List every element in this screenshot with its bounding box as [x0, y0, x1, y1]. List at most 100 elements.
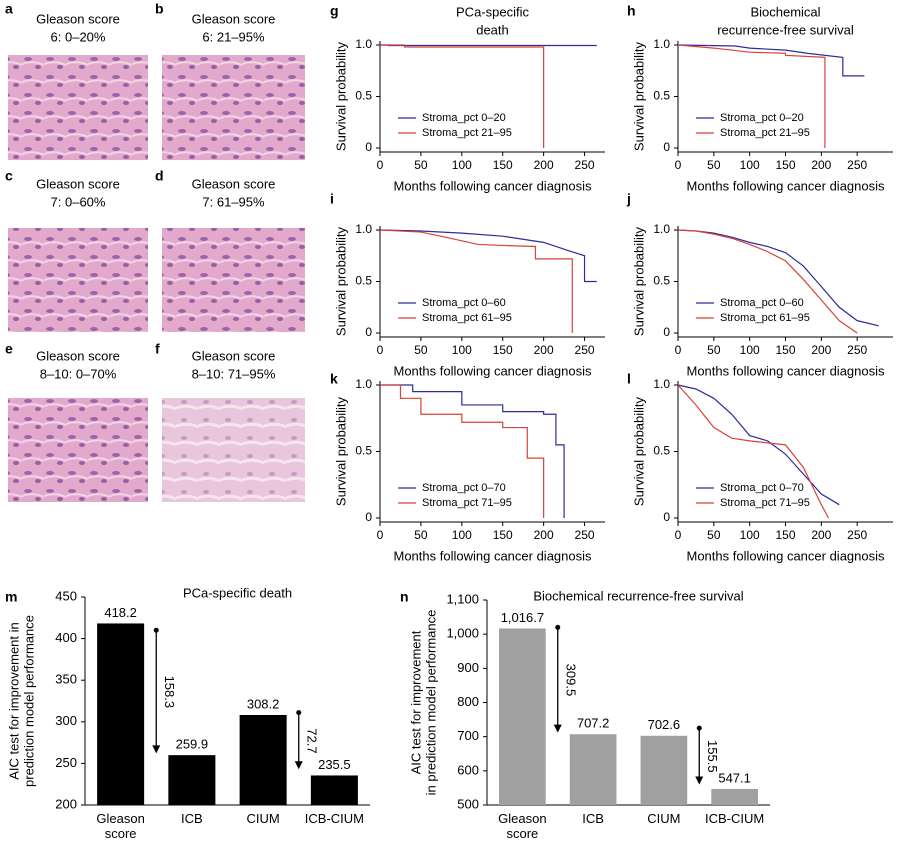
y-axis-label: Survival probability: [333, 41, 348, 151]
bar: [499, 628, 546, 805]
histology-image: [162, 55, 305, 160]
x-tick-label: 0: [377, 158, 384, 172]
value-label: 308.2: [247, 696, 280, 711]
value-label: 1,016.7: [501, 610, 544, 625]
x-tick-label: 150: [493, 528, 513, 542]
x-tick-label: 250: [575, 528, 595, 542]
chart-title: death: [476, 22, 509, 37]
x-axis-label: Months following cancer diagnosis: [394, 548, 592, 563]
x-tick-label: 50: [707, 343, 721, 357]
panel-letter: m: [5, 589, 17, 605]
category-label-box: ICB: [582, 811, 604, 826]
x-tick-label: 250: [575, 343, 595, 357]
arrow-head: [294, 761, 303, 770]
x-tick-label: ICB: [582, 811, 604, 826]
image-title: Gleason score: [36, 348, 120, 363]
x-tick-label: CIUM: [246, 811, 280, 826]
y-tick-label: 0: [365, 140, 372, 154]
x-tick-label: 0: [675, 528, 682, 542]
category-label-box: ICB-CIUM: [705, 811, 764, 826]
bar: [711, 788, 758, 805]
bar: [239, 714, 287, 805]
survival-curve: [380, 384, 565, 518]
y-tick-label: 0: [663, 510, 670, 524]
image-title: Gleason score: [192, 348, 276, 363]
bar: [569, 734, 617, 805]
legend-label: Stroma_pct 0–70: [422, 482, 506, 494]
x-tick-label: 100: [452, 528, 472, 542]
survival-curve: [380, 44, 545, 148]
panel-letter: i: [330, 191, 334, 207]
x-tick-label: 150: [775, 528, 795, 542]
legend-label: Stroma_pct 71–95: [422, 497, 512, 509]
arrow-label: 155.5: [705, 740, 720, 773]
image-subtitle: 6: 0–20%: [51, 29, 106, 44]
panel-letter: b: [155, 1, 164, 17]
x-tick-label: 250: [575, 158, 595, 172]
x-tick-label: 200: [811, 158, 831, 172]
y-tick-label: 0.5: [653, 89, 670, 103]
value-label: 707.2: [577, 716, 610, 731]
x-tick-label: Gleason score: [96, 811, 145, 841]
image-title: Gleason score: [36, 11, 120, 26]
panel-letter: l: [627, 371, 631, 387]
chart-title: PCa-specific: [456, 4, 529, 19]
image-title: Gleason score: [192, 176, 276, 191]
x-axis-label: Months following cancer diagnosis: [394, 178, 592, 193]
survival-curve: [677, 44, 865, 77]
histology-image: [8, 55, 148, 160]
x-tick-label: 250: [847, 528, 867, 542]
x-axis-label: Months following cancer diagnosis: [394, 363, 592, 378]
legend-label: Stroma_pct 0–20: [422, 112, 506, 124]
histology-image: [8, 398, 148, 502]
y-tick-label: 0.5: [653, 444, 670, 458]
x-tick-label: 50: [414, 528, 428, 542]
panel-letter: g: [330, 3, 339, 19]
x-axis-label: Months following cancer diagnosis: [687, 548, 885, 563]
x-tick-label: 250: [847, 343, 867, 357]
y-tick-label: 1.0: [355, 377, 372, 391]
survival-curve: [380, 384, 545, 518]
value-label: 259.9: [176, 737, 209, 752]
x-tick-label: 0: [675, 158, 682, 172]
legend-label: Stroma_pct 0–60: [720, 297, 804, 309]
x-tick-label: CIUM: [647, 811, 681, 826]
panel-letter: n: [400, 589, 409, 605]
x-axis-label: Months following cancer diagnosis: [687, 363, 885, 378]
category-label-box: Gleason score: [498, 811, 546, 841]
category-label-box: ICB: [181, 811, 203, 826]
y-tick-label: 0: [663, 325, 670, 339]
image-subtitle: 6: 21–95%: [202, 29, 265, 44]
x-tick-label: 150: [775, 343, 795, 357]
x-tick-label: 100: [740, 528, 760, 542]
x-tick-label: 200: [534, 158, 554, 172]
legend-label: Stroma_pct 0–20: [720, 112, 804, 124]
panel-letter: d: [155, 168, 164, 184]
legend-label: Stroma_pct 61–95: [422, 312, 512, 324]
bar: [97, 623, 145, 805]
survival-curve: [379, 229, 573, 333]
x-tick-label: 200: [534, 343, 554, 357]
y-tick-label: 800: [457, 694, 479, 709]
panel-letter: h: [627, 3, 636, 19]
y-axis-label: AIC test for improvement in: [6, 622, 21, 780]
y-tick-label: 700: [457, 728, 479, 743]
x-tick-label: 200: [811, 528, 831, 542]
y-tick-label: 1,000: [446, 626, 479, 641]
bar: [168, 755, 216, 805]
y-tick-label: 250: [55, 755, 77, 770]
y-axis-label: Survival probability: [333, 396, 348, 506]
y-tick-label: 0.5: [653, 274, 670, 288]
category-label-box: CIUM: [647, 811, 681, 826]
x-tick-label: 50: [707, 158, 721, 172]
y-tick-label: 1.0: [653, 222, 670, 236]
arrow-label: 72.7: [304, 728, 319, 753]
y-tick-label: 1.0: [653, 377, 670, 391]
y-axis-label: Survival probability: [631, 41, 646, 151]
x-tick-label: 200: [811, 343, 831, 357]
survival-curve: [677, 384, 830, 519]
survival-curve: [677, 44, 826, 148]
panel-letter: c: [5, 168, 13, 184]
panel-letter: e: [5, 341, 13, 357]
x-tick-label: 0: [675, 343, 682, 357]
